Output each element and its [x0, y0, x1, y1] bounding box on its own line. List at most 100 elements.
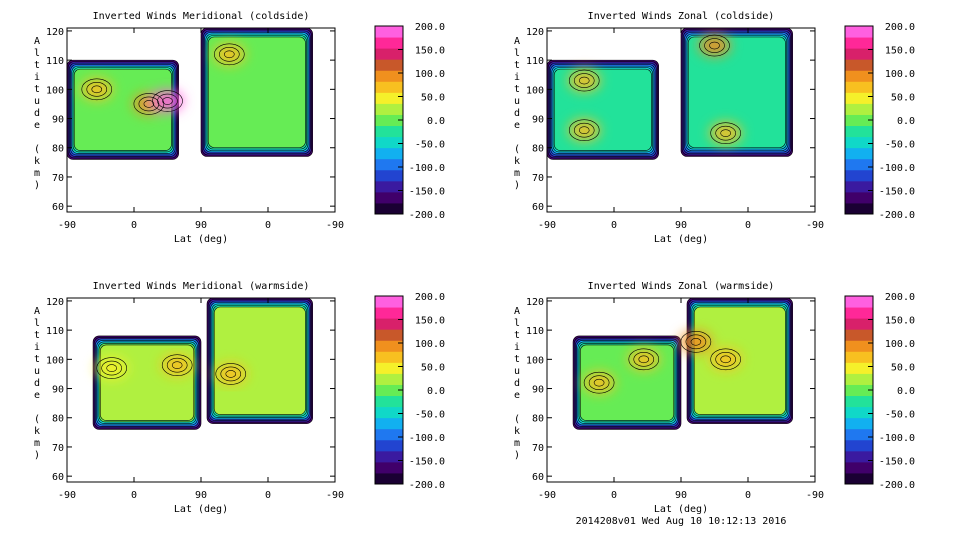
y-axis-label-char: )	[34, 180, 40, 191]
y-axis-label-char	[514, 402, 520, 413]
colorbar-tick-label: 100.0	[415, 339, 445, 350]
y-axis-label-char: t	[514, 60, 520, 71]
colorbar-tick-label: -50.0	[885, 140, 915, 151]
colorbar-tick-label: 0.0	[427, 116, 445, 127]
chart-title: Inverted Winds Meridional (warmside)	[93, 281, 310, 292]
contour-line	[101, 360, 122, 376]
colorbar-swatch	[845, 373, 873, 385]
contour-line	[133, 93, 165, 115]
colorbar-swatch	[375, 384, 403, 397]
x-axis-label: Lat (deg)	[654, 234, 708, 245]
y-axis-label-char: d	[514, 378, 520, 389]
contour-line	[157, 93, 178, 109]
colorbar-swatch	[845, 296, 873, 308]
y-tick-label: 80	[532, 414, 544, 425]
contour-feature	[95, 357, 128, 380]
colorbar-tick-label: 150.0	[415, 316, 445, 327]
contour-region	[92, 335, 202, 430]
chart-title: Inverted Winds Zonal (coldside)	[588, 11, 775, 22]
colorbar-swatch	[375, 472, 403, 485]
colorbar-swatch	[375, 92, 403, 104]
colorbar-swatch	[845, 439, 873, 452]
y-tick-label: 60	[532, 202, 544, 213]
colorbar-tick-label: -50.0	[415, 140, 445, 151]
y-axis-label-char: )	[514, 450, 520, 461]
colorbar-swatch	[375, 296, 403, 308]
contour-line	[699, 34, 730, 57]
y-axis-label-char: t	[34, 60, 40, 71]
y-axis-label-char: (	[514, 144, 520, 155]
colorbar-swatch	[375, 373, 403, 385]
colorbar-swatch	[375, 202, 403, 215]
y-axis-label-char: k	[514, 156, 520, 167]
contour-feature	[627, 348, 660, 371]
contour-field	[67, 28, 313, 160]
colorbar-tick-label: 200.0	[885, 22, 915, 33]
contour-feature	[213, 43, 246, 66]
colorbar-tick-label: 200.0	[885, 292, 915, 303]
colorbar-swatch	[845, 37, 873, 49]
colorbar-swatch	[845, 362, 873, 374]
y-axis-label-char: m	[514, 438, 520, 449]
y-axis-label-char: l	[514, 48, 520, 59]
colorbar: 200.0 150.0 100.0 50.0 0.0 -50.0 -100.0 -150.0 -…	[374, 22, 445, 221]
contour-line	[81, 78, 113, 101]
y-tick-label: 70	[52, 173, 64, 184]
contour-line	[143, 100, 155, 108]
colorbar-swatch	[845, 351, 873, 363]
y-tick-label: 120	[46, 297, 64, 308]
colorbar-swatch	[375, 136, 403, 149]
contour-feature	[161, 354, 194, 377]
y-axis-label-char: u	[34, 96, 40, 107]
colorbar-tick-label: 50.0	[421, 93, 445, 104]
y-axis-label-char: k	[514, 426, 520, 437]
y-axis-label-char: t	[514, 84, 520, 95]
contour-line	[215, 363, 247, 385]
contour-band	[213, 306, 306, 415]
y-axis-label-char: t	[514, 354, 520, 365]
colorbar-swatch	[375, 114, 403, 127]
colorbar-swatch	[845, 59, 873, 71]
contour-line	[218, 46, 240, 62]
y-axis-label-char: l	[34, 318, 40, 329]
y-tick-label: 100	[526, 355, 544, 366]
colorbar-swatch	[845, 158, 873, 171]
colorbar-swatch	[845, 340, 873, 352]
y-axis-label-char: t	[34, 330, 40, 341]
colorbar-tick-label: 150.0	[885, 316, 915, 327]
colorbar-swatch	[375, 125, 403, 138]
colorbar-swatch	[845, 26, 873, 38]
y-tick-label: 90	[52, 385, 64, 396]
contour-line	[162, 97, 173, 105]
colorbar-swatch	[375, 318, 403, 330]
contour-line	[638, 355, 650, 364]
contour-line	[223, 50, 235, 59]
y-tick-label: 110	[46, 326, 64, 337]
colorbar-swatch	[375, 307, 403, 319]
contour-line	[152, 90, 183, 112]
y-tick-label: 60	[52, 202, 64, 213]
colorbar-swatch	[375, 48, 403, 60]
colorbar-tick-label: 0.0	[897, 116, 915, 127]
colorbar-tick-label: 200.0	[415, 292, 445, 303]
colorbar-swatch	[375, 439, 403, 452]
y-tick-label: 100	[526, 85, 544, 96]
y-axis-label-char: m	[34, 438, 40, 449]
y-tick-label: 90	[532, 115, 544, 126]
x-tick-label: 0	[265, 220, 271, 231]
y-axis-label-char: i	[34, 342, 40, 353]
colorbar-swatch	[375, 26, 403, 38]
y-tick-label: 120	[526, 27, 544, 38]
contour-line	[715, 125, 736, 141]
y-axis-label-char: e	[514, 120, 520, 131]
contour-feature	[568, 119, 601, 142]
colorbar-tick-label: 100.0	[885, 339, 915, 350]
colorbar-tick-label: -100.0	[409, 163, 445, 174]
contour-line	[720, 129, 731, 137]
colorbar-tick-label: 50.0	[891, 93, 915, 104]
contour-feature	[80, 78, 113, 101]
y-axis-label-char: u	[514, 96, 520, 107]
colorbar-swatch	[845, 329, 873, 341]
